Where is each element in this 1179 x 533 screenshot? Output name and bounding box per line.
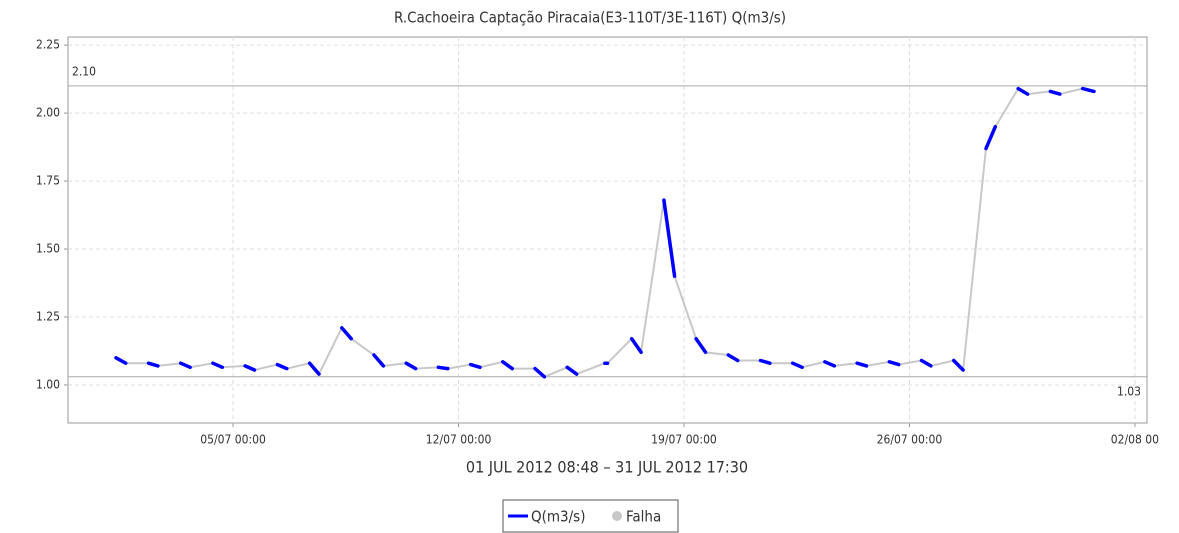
y-tick-label: 1.75 bbox=[36, 174, 60, 188]
failure-gap bbox=[415, 366, 439, 370]
failure-gap bbox=[222, 364, 246, 369]
failure-gap bbox=[157, 362, 181, 367]
x-tick-label: 05/07 00:00 bbox=[200, 433, 266, 447]
x-tick-label: 12/07 00:00 bbox=[426, 433, 492, 447]
x-tick-label: 02/08 00 bbox=[1111, 433, 1159, 447]
failure-gap bbox=[189, 362, 214, 369]
failure-gap bbox=[1027, 90, 1051, 96]
failure-gap bbox=[673, 275, 698, 340]
failure-gap bbox=[930, 359, 954, 367]
chart-subtitle: 01 JUL 2012 08:48 – 31 JUL 2012 17:30 bbox=[466, 458, 748, 477]
failure-gap bbox=[994, 88, 1020, 128]
failure-gap bbox=[479, 360, 504, 369]
legend-label: Falha bbox=[626, 508, 661, 526]
failure-gap bbox=[544, 366, 568, 378]
y-tick-label: 2.00 bbox=[36, 106, 60, 120]
x-tick-label: 26/07 00:00 bbox=[877, 433, 943, 447]
legend bbox=[502, 499, 679, 533]
y-tick-label: 1.25 bbox=[36, 309, 60, 323]
legend-swatch bbox=[612, 511, 622, 521]
failure-gap bbox=[1059, 87, 1083, 96]
failure-gap bbox=[898, 359, 922, 366]
failure-gap bbox=[866, 360, 890, 367]
failure-gap bbox=[286, 362, 310, 370]
failure-gap bbox=[834, 362, 858, 367]
y-tick-label: 2.25 bbox=[36, 38, 60, 52]
failure-gap bbox=[447, 363, 471, 370]
y-tick-label: 1.50 bbox=[36, 242, 60, 256]
failure-gap bbox=[350, 337, 375, 356]
failure-gap bbox=[606, 338, 633, 364]
data-line bbox=[114, 86, 1096, 379]
reference-label: 2.10 bbox=[72, 64, 96, 78]
failure-gap bbox=[640, 199, 665, 353]
x-tick-label: 19/07 00:00 bbox=[651, 433, 717, 447]
failure-gap bbox=[576, 362, 606, 376]
legend-label: Q(m3/s) bbox=[531, 508, 585, 526]
y-tick-label: 1.00 bbox=[36, 377, 60, 391]
failure-gap bbox=[705, 351, 729, 357]
failure-gap bbox=[801, 360, 826, 369]
chart-title: R.Cachoeira Captação Piracaia(E3-110T/3E… bbox=[394, 9, 786, 27]
failure-gap bbox=[254, 363, 278, 371]
plot-area bbox=[67, 36, 1148, 424]
failure-gap bbox=[318, 327, 343, 375]
failure-gap bbox=[383, 362, 407, 367]
reference-label: 1.03 bbox=[1117, 384, 1141, 398]
failure-gap bbox=[962, 148, 987, 371]
